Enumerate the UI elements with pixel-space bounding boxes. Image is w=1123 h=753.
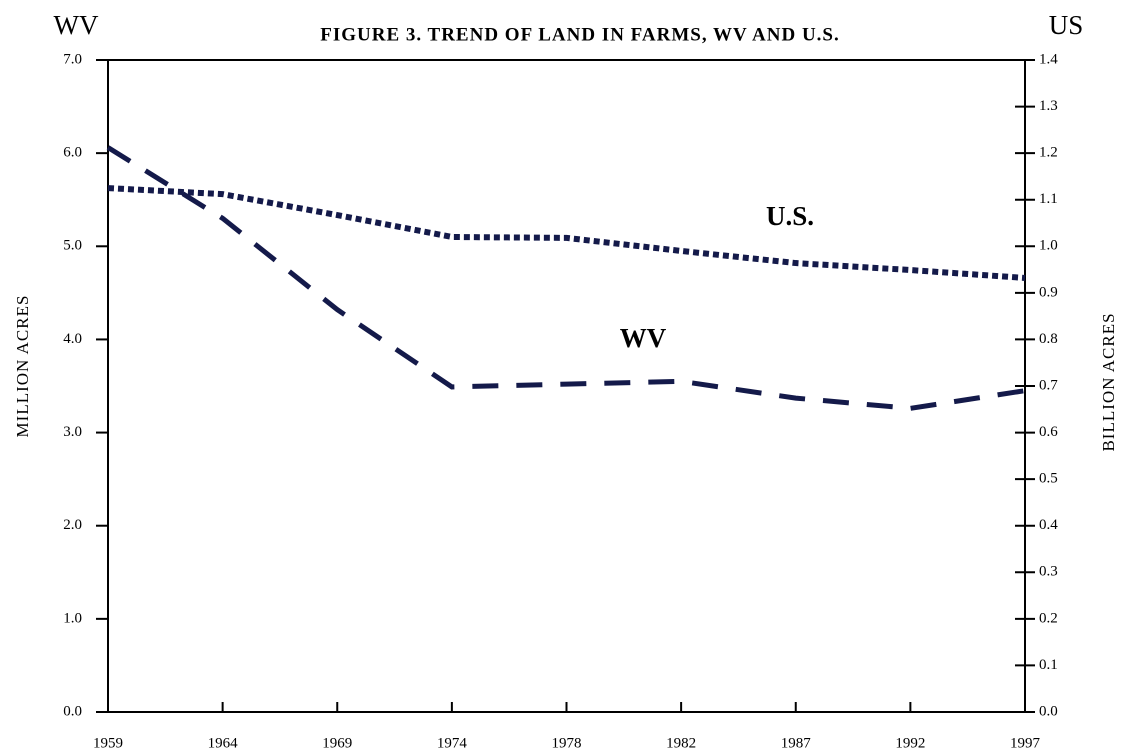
y2-tick-label: 0.8 bbox=[1039, 331, 1058, 347]
x-tick-label: 1992 bbox=[895, 735, 925, 751]
y-tick-label: 4.0 bbox=[63, 331, 82, 347]
y-header: WV bbox=[54, 10, 99, 40]
chart-title: FIGURE 3. TREND OF LAND IN FARMS, WV AND… bbox=[320, 24, 840, 45]
x-tick-label: 1959 bbox=[93, 735, 123, 751]
y2-tick-label: 0.6 bbox=[1039, 424, 1058, 440]
y2-tick-label: 1.1 bbox=[1039, 191, 1058, 207]
x-tick-label: 1969 bbox=[322, 735, 352, 751]
y-tick-label: 5.0 bbox=[63, 238, 82, 254]
y2-axis-title: BILLION ACRES bbox=[1099, 312, 1118, 451]
x-tick-label: 1964 bbox=[208, 735, 239, 751]
x-tick-label: 1987 bbox=[781, 735, 812, 751]
y2-tick-label: 1.3 bbox=[1039, 98, 1058, 114]
series-line bbox=[107, 185, 1026, 281]
y2-tick-label: 0.5 bbox=[1039, 471, 1058, 487]
y2-tick-label: 0.2 bbox=[1039, 610, 1058, 626]
y-tick-label: 7.0 bbox=[63, 51, 82, 67]
y2-tick-label: 1.0 bbox=[1039, 238, 1058, 254]
x-tick-label: 1997 bbox=[1010, 735, 1041, 751]
series-label: U.S. bbox=[766, 201, 814, 231]
y2-tick-label: 1.4 bbox=[1039, 51, 1058, 67]
series-label: WV bbox=[620, 323, 667, 353]
y2-tick-label: 0.3 bbox=[1039, 564, 1058, 580]
y2-tick-label: 0.0 bbox=[1039, 703, 1058, 719]
x-tick-label: 1982 bbox=[666, 735, 696, 751]
y-tick-label: 1.0 bbox=[63, 610, 82, 626]
x-tick-label: 1974 bbox=[437, 735, 468, 751]
y2-tick-label: 0.1 bbox=[1039, 657, 1058, 673]
y2-tick-label: 0.4 bbox=[1039, 517, 1058, 533]
y-tick-label: 2.0 bbox=[63, 517, 82, 533]
y-tick-label: 0.0 bbox=[63, 703, 82, 719]
y-tick-label: 3.0 bbox=[63, 424, 82, 440]
y-tick-label: 6.0 bbox=[63, 145, 82, 161]
y-axis-title: MILLION ACRES bbox=[13, 295, 32, 438]
y2-tick-label: 1.2 bbox=[1039, 145, 1058, 161]
x-tick-label: 1978 bbox=[552, 735, 582, 751]
y2-header: US bbox=[1049, 10, 1084, 40]
y2-tick-label: 0.9 bbox=[1039, 284, 1058, 300]
series-line bbox=[106, 145, 1026, 411]
y2-tick-label: 0.7 bbox=[1039, 377, 1058, 393]
